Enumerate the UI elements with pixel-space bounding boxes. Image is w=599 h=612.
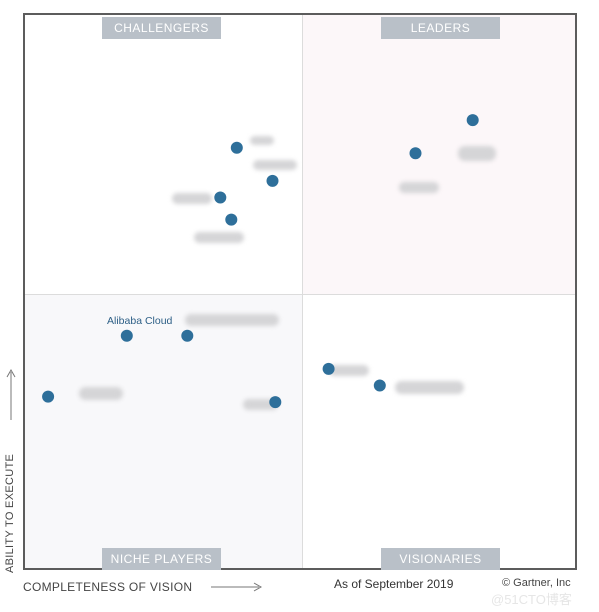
redacted-vendor-label [395, 381, 464, 394]
vendor-point-2 [266, 174, 279, 187]
vendor-point-11 [322, 362, 335, 375]
niche-players-quadrant [25, 294, 302, 568]
vendor-point-4 [466, 114, 479, 127]
leaders-quadrant [302, 15, 575, 294]
redacted-vendor-label [250, 136, 274, 145]
horizontal-divider [25, 294, 575, 295]
quadrant-label-challengers: CHALLENGERS [102, 17, 221, 39]
watermark-text: @51CTO博客 [491, 592, 572, 607]
redacted-vendor-label [458, 146, 496, 161]
redacted-vendor-label [172, 193, 212, 204]
arrow-right-icon [211, 582, 263, 592]
chart-frame [23, 13, 577, 570]
redacted-vendor-label [194, 232, 244, 243]
copyright-notice: © Gartner, Inc [502, 577, 571, 589]
redacted-vendor-label [329, 365, 369, 376]
vendor-point-12 [373, 379, 386, 392]
quadrant-label-visionaries: VISIONARIES [381, 548, 500, 570]
redacted-vendor-label [185, 314, 279, 326]
vendor-point-7 [120, 329, 133, 342]
vendor-point-10 [269, 396, 282, 409]
vendor-point-8 [181, 329, 194, 342]
challengers-quadrant [25, 15, 302, 294]
quadrant-label-niche-players: NICHE PLAYERS [102, 548, 221, 570]
vendor-point-9 [42, 390, 55, 403]
vendor-point-6 [225, 213, 238, 226]
vendor-label-alibaba-cloud: Alibaba Cloud [107, 315, 173, 327]
redacted-vendor-label [253, 160, 297, 170]
redacted-vendor-label [399, 182, 439, 193]
quadrant-label-leaders: LEADERS [381, 17, 500, 39]
vendor-point-5 [214, 191, 227, 204]
redacted-vendor-label [243, 399, 278, 410]
vendor-point-1 [230, 141, 243, 154]
vendor-point-3 [409, 147, 422, 160]
arrow-up-icon [6, 368, 16, 420]
redacted-vendor-label [79, 387, 123, 400]
vertical-divider [302, 15, 303, 568]
as-of-date: As of September 2019 [334, 577, 454, 591]
x-axis-title: COMPLETENESS OF VISION [23, 580, 193, 594]
visionaries-quadrant [302, 294, 575, 568]
y-axis-title: ABILITY TO EXECUTE [4, 453, 16, 573]
